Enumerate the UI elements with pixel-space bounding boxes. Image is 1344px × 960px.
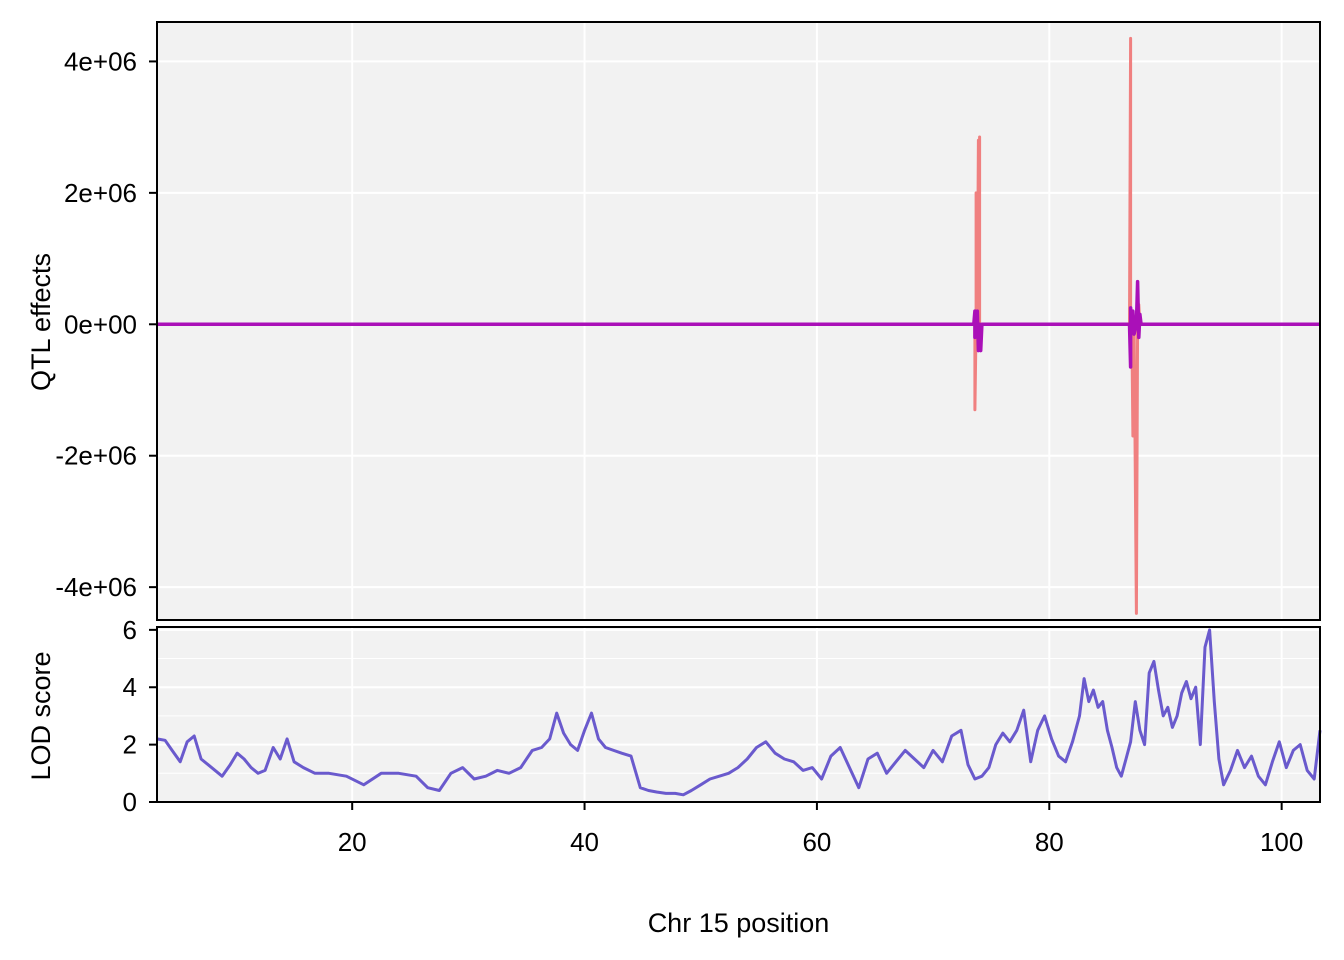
effects-y-axis-title: QTL effects: [26, 253, 56, 391]
lod-gridlines: [157, 627, 1320, 802]
lod-y-axis-title: LOD score: [26, 651, 56, 780]
effects-panel: 4e+06 2e+06 0e+00 -2e+06 -4e+06 QTL effects: [26, 21, 1321, 621]
effects-y-tick-label: 0e+00: [64, 309, 137, 339]
lod-panel: 0 2 4 6 20 40 60 80 100 LOD score Chr 15 positi…: [26, 615, 1322, 938]
effects-y-tick-label: -2e+06: [55, 441, 137, 471]
x-axis-title: Chr 15 position: [648, 908, 830, 938]
lod-y-tick-label: 6: [123, 615, 137, 645]
lod-y-tick-label: 2: [123, 730, 137, 760]
lod-y-tick-label: 4: [123, 672, 137, 702]
x-axis: 20 40 60 80 100: [338, 802, 1303, 857]
x-tick-label: 80: [1035, 827, 1064, 857]
lod-panel-border: [156, 626, 1321, 803]
x-tick-label: 40: [570, 827, 599, 857]
lod-series-line: [156, 628, 1322, 797]
x-tick-label: 100: [1260, 827, 1303, 857]
lod-y-axis: 0 2 4 6: [123, 615, 157, 817]
lod-series-group: [156, 628, 1322, 797]
effects-plot-background: [157, 22, 1320, 620]
effects-panel-border: [156, 21, 1321, 621]
x-tick-label: 20: [338, 827, 367, 857]
x-tick-label: 60: [802, 827, 831, 857]
effects-y-axis: 4e+06 2e+06 0e+00 -2e+06 -4e+06: [55, 46, 157, 602]
effects-y-tick-label: 4e+06: [64, 46, 137, 76]
effects-series-group: [157, 36, 1320, 615]
effects-gridlines: [157, 22, 1320, 620]
effects-series-line-2: [157, 279, 1320, 369]
effects-y-tick-label: -4e+06: [55, 572, 137, 602]
effects-y-tick-label: 2e+06: [64, 178, 137, 208]
lod-y-tick-label: 0: [123, 787, 137, 817]
